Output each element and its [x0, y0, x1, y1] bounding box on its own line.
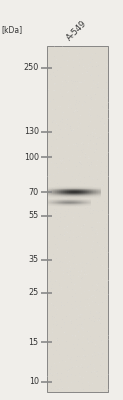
Text: [kDa]: [kDa]: [1, 25, 22, 34]
Text: 25: 25: [29, 288, 39, 297]
Text: A-549: A-549: [65, 18, 89, 42]
Text: 130: 130: [24, 127, 39, 136]
Text: 100: 100: [24, 153, 39, 162]
Text: 35: 35: [29, 255, 39, 264]
Bar: [47, 46, 108, 392]
Text: 15: 15: [29, 338, 39, 347]
Text: 250: 250: [23, 64, 39, 72]
Text: 70: 70: [29, 188, 39, 197]
Text: 55: 55: [29, 211, 39, 220]
Text: 10: 10: [29, 378, 39, 386]
